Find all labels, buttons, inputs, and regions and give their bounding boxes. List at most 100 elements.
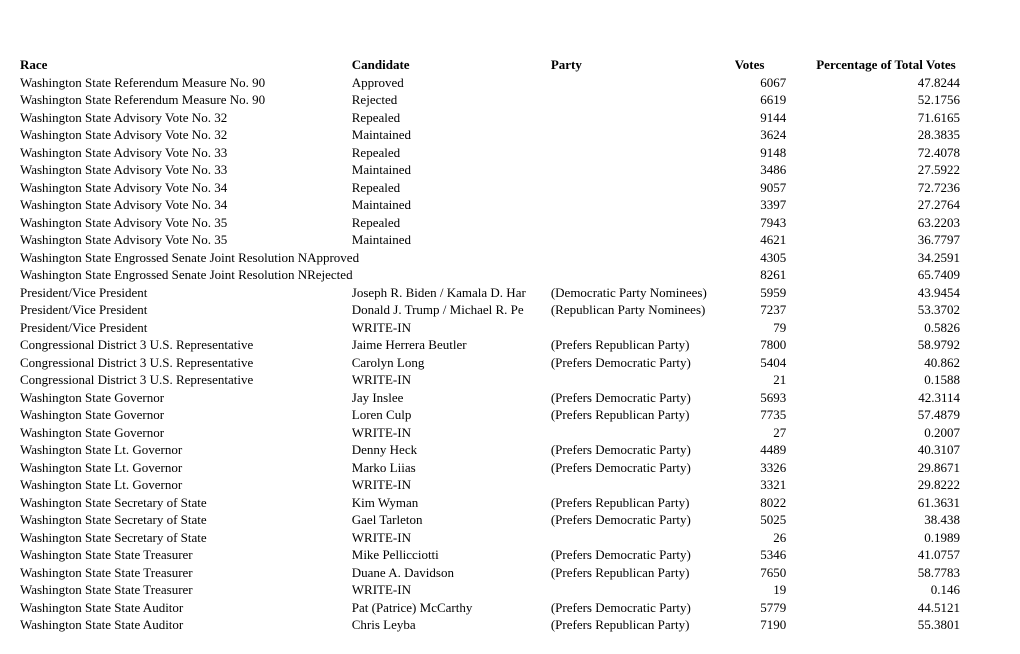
cell-candidate: Marko Liias [352,459,551,477]
cell-pct: 57.4879 [816,406,1000,424]
cell-party: (Prefers Democratic Party) [551,441,735,459]
cell-candidate [352,249,551,267]
cell-race: Washington State State Treasurer [20,546,352,564]
cell-candidate: Repealed [352,109,551,127]
cell-party [551,476,735,494]
cell-pct: 27.2764 [816,196,1000,214]
cell-party [551,214,735,232]
table-row: President/Vice PresidentWRITE-IN790.5826 [20,319,1000,337]
cell-pct: 0.1588 [816,371,1000,389]
cell-candidate: Mike Pellicciotti [352,546,551,564]
cell-votes: 3326 [735,459,817,477]
cell-race: Washington State Advisory Vote No. 32 [20,109,352,127]
cell-pct: 61.3631 [816,494,1000,512]
table-row: Washington State Secretary of StateWRITE… [20,529,1000,547]
table-row: Washington State Engrossed Senate Joint … [20,266,1000,284]
cell-votes: 5779 [735,599,817,617]
cell-votes: 3397 [735,196,817,214]
cell-race: Washington State State Auditor [20,599,352,617]
cell-pct: 0.2007 [816,424,1000,442]
cell-party [551,371,735,389]
cell-candidate: Pat (Patrice) McCarthy [352,599,551,617]
cell-race: President/Vice President [20,284,352,302]
table-row: Washington State Lt. GovernorDenny Heck(… [20,441,1000,459]
cell-pct: 41.0757 [816,546,1000,564]
cell-pct: 44.5121 [816,599,1000,617]
cell-party [551,266,735,284]
cell-race: Congressional District 3 U.S. Representa… [20,336,352,354]
table-row: Washington State Advisory Vote No. 34Mai… [20,196,1000,214]
cell-race: President/Vice President [20,301,352,319]
cell-votes: 6619 [735,91,817,109]
cell-votes: 8261 [735,266,817,284]
header-race: Race [20,56,352,74]
cell-votes: 6067 [735,74,817,92]
cell-party [551,144,735,162]
cell-race: Washington State Referendum Measure No. … [20,74,352,92]
cell-race: Washington State Advisory Vote No. 32 [20,126,352,144]
cell-party [551,529,735,547]
cell-party: (Prefers Democratic Party) [551,511,735,529]
cell-race: Washington State Governor [20,406,352,424]
table-row: Congressional District 3 U.S. Representa… [20,354,1000,372]
cell-pct: 36.7797 [816,231,1000,249]
cell-candidate: Gael Tarleton [352,511,551,529]
cell-votes: 3486 [735,161,817,179]
cell-pct: 63.2203 [816,214,1000,232]
table-row: Washington State Advisory Vote No. 35Mai… [20,231,1000,249]
table-row: Congressional District 3 U.S. Representa… [20,371,1000,389]
cell-race: Washington State Advisory Vote No. 33 [20,161,352,179]
table-row: Washington State Referendum Measure No. … [20,91,1000,109]
cell-votes: 5693 [735,389,817,407]
cell-pct: 72.7236 [816,179,1000,197]
cell-party: (Prefers Democratic Party) [551,459,735,477]
cell-party [551,161,735,179]
cell-candidate: WRITE-IN [352,581,551,599]
cell-party [551,319,735,337]
table-row: Washington State Engrossed Senate Joint … [20,249,1000,267]
cell-race: Washington State Lt. Governor [20,476,352,494]
table-row: Washington State GovernorWRITE-IN270.200… [20,424,1000,442]
cell-party [551,424,735,442]
cell-race: Washington State Governor [20,424,352,442]
cell-race: Washington State Governor [20,389,352,407]
cell-votes: 9057 [735,179,817,197]
cell-pct: 28.3835 [816,126,1000,144]
cell-party [551,109,735,127]
cell-party: (Prefers Democratic Party) [551,546,735,564]
cell-race: Washington State State Treasurer [20,581,352,599]
cell-candidate: Duane A. Davidson [352,564,551,582]
cell-race: Washington State Advisory Vote No. 34 [20,196,352,214]
cell-candidate: Kim Wyman [352,494,551,512]
cell-votes: 3321 [735,476,817,494]
cell-pct: 52.1756 [816,91,1000,109]
table-row: Washington State Advisory Vote No. 32Mai… [20,126,1000,144]
header-row: Race Candidate Party Votes Percentage of… [20,56,1000,74]
table-row: Washington State Secretary of StateKim W… [20,494,1000,512]
cell-party [551,581,735,599]
cell-race: Washington State Advisory Vote No. 33 [20,144,352,162]
cell-party [551,196,735,214]
table-row: Washington State State TreasurerDuane A.… [20,564,1000,582]
cell-race: President/Vice President [20,319,352,337]
cell-candidate: Denny Heck [352,441,551,459]
table-row: Washington State State TreasurerWRITE-IN… [20,581,1000,599]
cell-candidate: Joseph R. Biden / Kamala D. Har [352,284,551,302]
table-row: Washington State State AuditorPat (Patri… [20,599,1000,617]
cell-race: Congressional District 3 U.S. Representa… [20,371,352,389]
cell-race: Washington State Lt. Governor [20,459,352,477]
cell-pct: 0.5826 [816,319,1000,337]
cell-party: (Republican Party Nominees) [551,301,735,319]
cell-votes: 4489 [735,441,817,459]
cell-pct: 72.4078 [816,144,1000,162]
cell-race: Washington State State Treasurer [20,564,352,582]
cell-candidate: Jay Inslee [352,389,551,407]
table-row: Washington State GovernorJay Inslee(Pref… [20,389,1000,407]
table-row: President/Vice PresidentJoseph R. Biden … [20,284,1000,302]
cell-candidate: Repealed [352,179,551,197]
table-row: Congressional District 3 U.S. Representa… [20,336,1000,354]
cell-candidate: Loren Culp [352,406,551,424]
cell-candidate: Maintained [352,231,551,249]
cell-party [551,91,735,109]
cell-race: Washington State Secretary of State [20,529,352,547]
